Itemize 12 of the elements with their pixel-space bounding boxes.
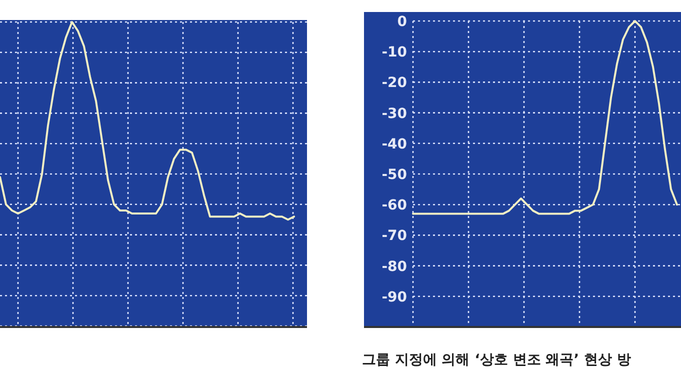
y-tick-label: -10 <box>382 44 408 61</box>
y-tick-label: 0 <box>397 14 408 30</box>
y-tick-label: -20 <box>382 75 408 92</box>
line-series <box>412 20 678 215</box>
y-tick-label: -30 <box>382 106 408 122</box>
y-tick-label: -60 <box>382 198 408 214</box>
y-tick-label: -50 <box>382 167 408 183</box>
y-tick-label: -40 <box>382 136 408 152</box>
y-tick-label: -70 <box>382 228 408 244</box>
text: 그룹 지정에 의해 ‘상호 변조 왜곡’ 현상 방 <box>362 352 631 368</box>
y-tick-label: -90 <box>382 289 408 306</box>
y-tick-label: -80 <box>382 258 408 275</box>
